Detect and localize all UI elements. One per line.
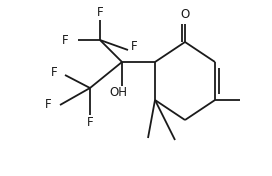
Text: F: F xyxy=(97,5,103,18)
Text: F: F xyxy=(62,33,68,46)
Text: OH: OH xyxy=(109,86,127,99)
Text: O: O xyxy=(180,8,190,21)
Text: F: F xyxy=(51,67,57,80)
Text: F: F xyxy=(45,99,51,112)
Text: F: F xyxy=(87,115,93,128)
Text: F: F xyxy=(131,40,137,54)
